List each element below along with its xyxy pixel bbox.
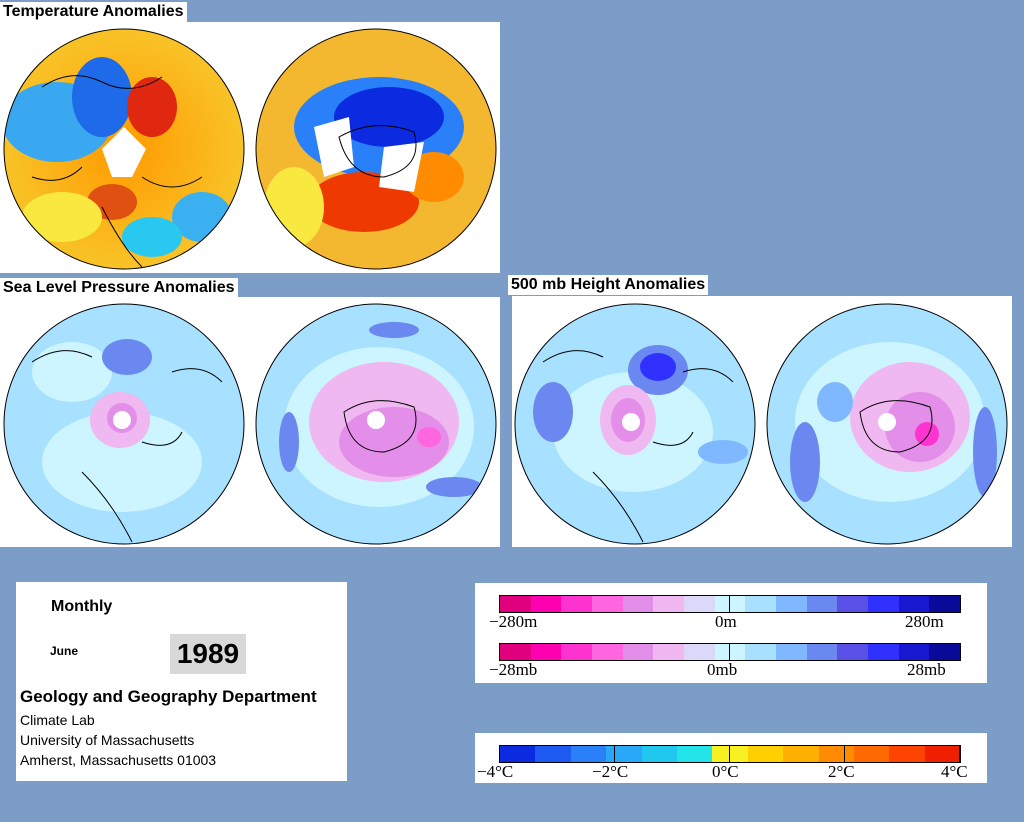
period-label: Monthly xyxy=(51,598,113,615)
pressure-swatch xyxy=(500,644,531,660)
height-swatch xyxy=(530,596,562,612)
temp-tick-0 xyxy=(499,745,500,763)
temp-label-2: 0°C xyxy=(712,762,739,781)
temp-label-4: 4°C xyxy=(941,762,968,781)
height-swatch xyxy=(837,596,869,612)
temperature-color-bar xyxy=(499,745,961,763)
university-label: University of Massachusetts xyxy=(20,732,195,748)
temperature-swatch xyxy=(818,746,854,762)
height-tick-center xyxy=(729,595,730,613)
pressure-swatch xyxy=(530,644,562,660)
temperature-swatch xyxy=(500,746,536,762)
temperature-swatch xyxy=(747,746,784,762)
height-swatch xyxy=(806,596,838,612)
hgt-sh-globe xyxy=(766,303,1008,545)
pressure-swatch xyxy=(929,644,961,660)
height-swatch xyxy=(500,596,531,612)
height-swatch xyxy=(684,596,715,612)
pressure-color-bar xyxy=(499,643,961,661)
temperature-swatch xyxy=(712,746,748,762)
temperature-legend: −4°C −2°C 0°C 2°C 4°C xyxy=(475,733,987,783)
address-label: Amherst, Massachusetts 01003 xyxy=(20,752,217,768)
temperature-swatch xyxy=(924,746,961,762)
pressure-swatch xyxy=(898,644,930,660)
pressure-label-left: −28mb xyxy=(489,660,538,679)
temp-tick-1 xyxy=(614,745,615,763)
height-swatch xyxy=(561,596,593,612)
height-color-bar xyxy=(499,595,961,613)
pressure-swatch xyxy=(776,644,807,660)
height-swatch xyxy=(868,596,899,612)
department-label: Geology and Geography Department xyxy=(20,687,317,706)
pressure-swatch xyxy=(868,644,899,660)
pressure-swatch xyxy=(653,644,685,660)
temperature-title: Temperature Anomalies xyxy=(0,2,187,22)
year-label: 1989 xyxy=(170,634,246,674)
temp-sh-globe xyxy=(255,28,497,270)
temp-nh-globe xyxy=(3,28,245,270)
height-label-center: 0m xyxy=(715,612,737,631)
height-swatch xyxy=(776,596,807,612)
height-label-right: 280m xyxy=(905,612,944,631)
height-swatch xyxy=(714,596,746,612)
slp-title: Sea Level Pressure Anomalies xyxy=(0,278,238,298)
pressure-label-right: 28mb xyxy=(907,660,946,679)
temperature-swatch xyxy=(676,746,713,762)
height-swatch xyxy=(622,596,654,612)
pressure-swatch xyxy=(745,644,777,660)
pressure-swatch xyxy=(592,644,623,660)
temperature-swatch xyxy=(606,746,642,762)
pressure-swatch xyxy=(714,644,746,660)
pressure-swatch xyxy=(837,644,869,660)
temperature-swatch xyxy=(570,746,607,762)
temp-tick-4 xyxy=(959,745,960,763)
temperature-swatch xyxy=(641,746,677,762)
temp-label-3: 2°C xyxy=(828,762,855,781)
pressure-label-center: 0mb xyxy=(707,660,738,679)
height-pressure-legend: −280m 0m 280m −28mb 0mb 28mb xyxy=(475,583,987,683)
temperature-swatch xyxy=(783,746,819,762)
slp-sh-globe xyxy=(255,303,497,545)
pressure-swatch xyxy=(622,644,654,660)
temp-label-1: −2°C xyxy=(592,762,629,781)
height-swatch xyxy=(898,596,930,612)
pressure-tick-center xyxy=(729,643,730,661)
temp-label-0: −4°C xyxy=(477,762,514,781)
month-label: June xyxy=(50,644,79,658)
height-swatch xyxy=(592,596,623,612)
pressure-swatch xyxy=(806,644,838,660)
lab-label: Climate Lab xyxy=(20,712,95,728)
temperature-swatch xyxy=(535,746,571,762)
height-swatch xyxy=(745,596,777,612)
height-swatch xyxy=(653,596,685,612)
hgt-nh-globe xyxy=(514,303,756,545)
pressure-swatch xyxy=(561,644,593,660)
temperature-swatch xyxy=(853,746,890,762)
height-title: 500 mb Height Anomalies xyxy=(508,275,709,295)
height-label-left: −280m xyxy=(489,612,538,631)
temp-tick-2 xyxy=(729,745,730,763)
pressure-swatch xyxy=(684,644,715,660)
slp-nh-globe xyxy=(3,303,245,545)
temp-tick-3 xyxy=(844,745,845,763)
info-box: Monthly June 1989 Geology and Geography … xyxy=(16,582,347,781)
height-swatch xyxy=(929,596,961,612)
temperature-swatch xyxy=(889,746,925,762)
